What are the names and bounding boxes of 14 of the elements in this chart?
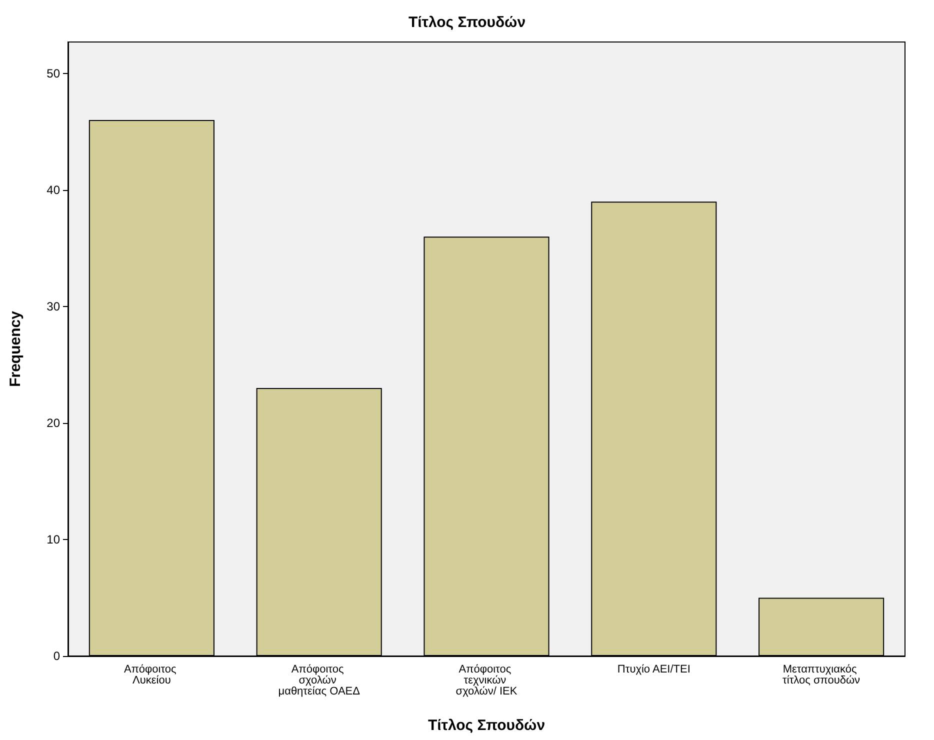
x-axis-title: Τίτλος Σπουδών bbox=[428, 717, 546, 734]
y-tick-label: 10 bbox=[46, 532, 60, 546]
y-tick-label: 40 bbox=[46, 182, 60, 197]
y-tick-label: 50 bbox=[46, 66, 60, 80]
x-tick-label: Μεταπτυχιακός τίτλος σπουδών bbox=[782, 664, 861, 686]
y-tick-label: 20 bbox=[46, 416, 60, 430]
y-axis-title: Frequency bbox=[7, 310, 24, 387]
x-tick-label: Απόφοιτος σχολών μαθητείας ΟΑΕΔ bbox=[278, 664, 361, 698]
chart-title: Τίτλος Σπουδών bbox=[408, 14, 526, 31]
x-tick-label: Απόφοιτος τεχνικών σχολών/ ΙΕΚ bbox=[456, 664, 518, 698]
y-tick-label: 30 bbox=[46, 299, 60, 314]
x-tick-label: Πτυχίο ΑΕΙ/ΤΕΙ bbox=[617, 664, 690, 676]
y-tick-label: 0 bbox=[53, 649, 60, 663]
x-tick-label: Απόφοιτος Λυκείου bbox=[124, 664, 180, 686]
